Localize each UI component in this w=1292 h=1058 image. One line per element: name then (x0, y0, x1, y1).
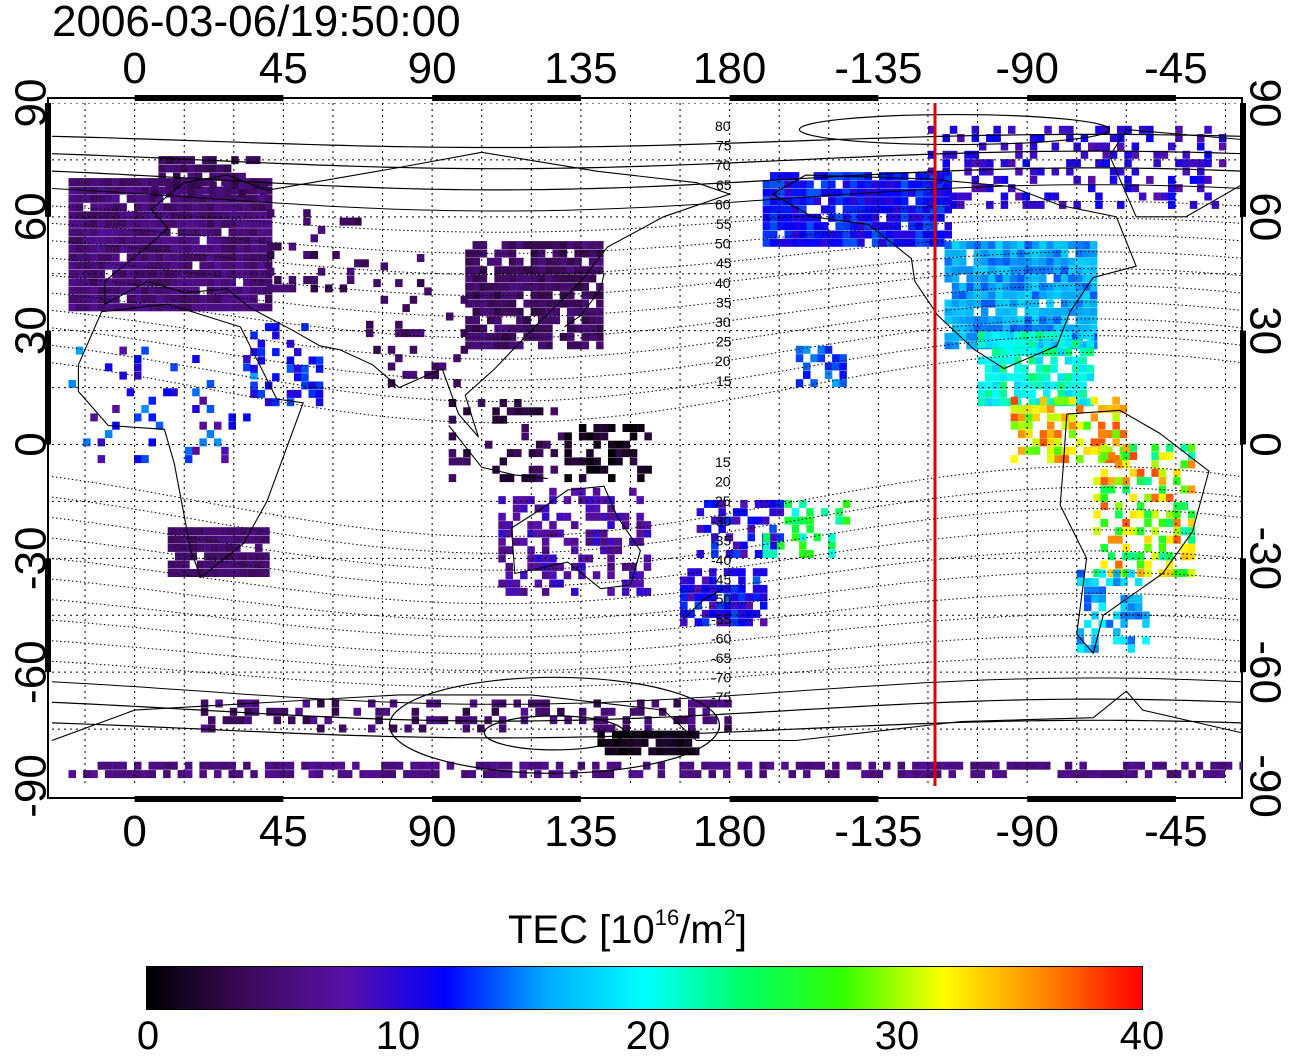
mag-lat-label: 15 (715, 454, 731, 470)
mag-lat-label: 45 (716, 255, 732, 271)
map-title: 2006-03-06/19:50:00 (52, 0, 461, 46)
mag-lat-label: 25 (716, 334, 732, 350)
colorbar-tick-0: 0 (136, 1014, 160, 1058)
frame-bar-right (1240, 103, 1246, 217)
lon-tick-label-bottom: -90 (995, 807, 1059, 856)
coastline-segment (564, 273, 605, 328)
lon-tick-label-top: 180 (693, 44, 766, 93)
lat-tick-label-left: -90 (7, 754, 56, 818)
lat-tick-label-right: -30 (1240, 527, 1289, 591)
frame-bar-left (45, 558, 51, 673)
lat-tick-label-left: 0 (7, 432, 56, 456)
lon-tick-label-bottom: 0 (122, 807, 146, 856)
lat-tick-label-right: 0 (1240, 432, 1289, 456)
mag-lat-label: 15 (716, 373, 732, 389)
frame-bar-right (1240, 330, 1246, 445)
mag-lat-label: -35 (711, 532, 731, 548)
coastline-segment (772, 174, 1137, 370)
frame-bar-right (1240, 558, 1246, 673)
mag-lat-label: -75 (711, 689, 731, 705)
colorbar-tick-20: 20 (625, 1014, 671, 1058)
tec-data-layer (68, 125, 1242, 779)
colorbar-tick-10: 10 (375, 1014, 421, 1058)
frame-bar-left (45, 330, 51, 445)
lon-tick-label-top: -90 (995, 44, 1059, 93)
lon-tick-label-bottom: 90 (408, 807, 457, 856)
lon-tick-label-top: -135 (834, 44, 922, 93)
frame-bar-top (1027, 95, 1176, 101)
tec-colorbar (146, 966, 1143, 1010)
coastline-segment (77, 303, 304, 579)
lat-tick-label-left: 30 (7, 306, 56, 355)
mag-lat-label: -30 (711, 513, 731, 529)
mag-lat-label: 65 (716, 177, 732, 193)
frame-bar-top (432, 95, 581, 101)
mag-lat-label: -50 (711, 591, 731, 607)
coastline-segment (1109, 129, 1242, 218)
lon-tick-label-top: 45 (259, 44, 308, 93)
lat-tick-label-left: 60 (7, 192, 56, 241)
mag-lat-label: -70 (711, 670, 731, 686)
mag-lat-label: 75 (716, 138, 732, 154)
magnetic-latitude-labels: 80 75 70 65 60 55 50 45 40 35 30 25 20 15 15 20 25 -30 -35… (711, 118, 732, 705)
lon-tick-label-bottom: 45 (259, 807, 308, 856)
colorbar-tick-40: 40 (1119, 1014, 1165, 1058)
lat-tick-label-right: -90 (1240, 754, 1289, 818)
colorbar-title: TEC [1016/m2] (508, 905, 748, 953)
lon-tick-label-bottom: -135 (834, 807, 922, 856)
axis-frame-bars (45, 95, 1246, 802)
mag-lat-label: 55 (716, 216, 732, 232)
mag-lat-label: 20 (715, 474, 731, 490)
lat-tick-label-right: -60 (1240, 640, 1289, 704)
lat-tick-label-right: 90 (1240, 79, 1289, 128)
frame-bar-left (45, 103, 51, 217)
mag-lat-label: 25 (715, 493, 731, 509)
coastline-segment (104, 151, 732, 438)
lat-tick-label-left: -60 (7, 640, 56, 704)
mag-lat-label: -65 (711, 650, 731, 666)
lat-tick-label-right: 60 (1240, 192, 1289, 241)
mag-lat-label: 30 (715, 314, 731, 330)
coastline-segment (683, 588, 724, 620)
frame-bar-bottom (432, 796, 581, 802)
lat-tick-label-left: 90 (7, 79, 56, 128)
mag-lat-label: 70 (715, 157, 731, 173)
frame-bar-bottom (134, 796, 284, 802)
mag-lat-label: 50 (715, 236, 731, 252)
lon-tick-label-top: 90 (408, 44, 457, 93)
frame-bar-top (729, 95, 879, 101)
mag-lat-label: 40 (715, 275, 731, 291)
frame-bar-bottom (729, 796, 879, 802)
frame-bar-bottom (1027, 796, 1176, 802)
frame-bar-top (134, 95, 284, 101)
colorbar-tick-30: 30 (874, 1014, 920, 1058)
axis-tick-labels: 0045459090135135180180-135-135-90-90-45-… (7, 44, 1290, 856)
mag-lat-label: -60 (711, 630, 731, 646)
mag-lat-label: -45 (711, 572, 731, 588)
coastline-segment (510, 485, 642, 590)
lat-tick-label-left: -30 (7, 527, 56, 591)
lon-tick-label-top: 135 (544, 44, 617, 93)
mag-lat-label: -40 (711, 552, 731, 568)
mag-lat-label: -55 (711, 611, 731, 627)
mag-lat-label: 60 (715, 196, 731, 212)
magnetic-latitude-contours (52, 113, 1242, 774)
mag-lat-label: 80 (715, 118, 731, 134)
lat-tick-label-right: 30 (1240, 306, 1289, 355)
mag-lat-label: 35 (716, 294, 732, 310)
lon-tick-label-bottom: 180 (693, 807, 766, 856)
mag-lat-label: 20 (715, 353, 731, 369)
lon-tick-label-bottom: -45 (1144, 807, 1208, 856)
lon-tick-label-top: 0 (122, 44, 146, 93)
lat-lon-grid (52, 103, 1242, 786)
lon-tick-label-bottom: 135 (544, 807, 617, 856)
lon-tick-label-top: -45 (1144, 44, 1208, 93)
